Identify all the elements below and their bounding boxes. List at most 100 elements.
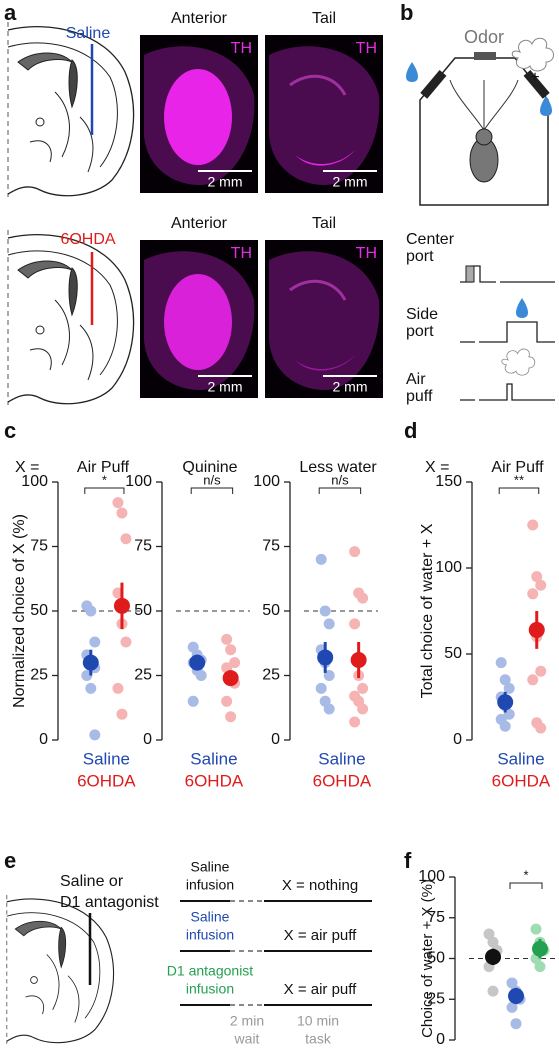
significance-bracket [498,487,540,494]
data-point [531,571,543,583]
water-drop [540,96,552,116]
y-tick-label: 50 [427,950,445,967]
data-point [506,977,518,989]
data-point [357,592,369,604]
y-axis-label: Normalized choice of X (%) [11,514,28,708]
timing-trace [460,321,555,343]
infusion-label: infusion [186,981,234,997]
center-port [474,52,496,60]
cortex-inner [7,250,118,376]
air-puff [511,37,554,72]
panel-label: f [404,848,412,873]
atlas-drawing [7,230,135,405]
data-point [535,665,547,677]
data-point [315,553,327,565]
condition-label: X = nothing [282,877,358,894]
y-tick-label: 25 [427,990,445,1007]
port-label: Air [406,371,426,388]
brain-outline [7,234,135,405]
structure [35,325,45,335]
arrows [449,79,519,131]
data-point [527,674,539,686]
y-tick-label: 0 [271,731,280,748]
data-point [535,579,547,591]
y-tick-label: 50 [444,645,462,662]
significance-label: n/s [331,472,349,487]
scale-label: 2 mm [208,379,243,395]
y-tick-label: 100 [125,473,152,490]
infusion-label: infusion [186,877,234,893]
infusion-label: Saline [191,859,230,875]
mean-point [497,694,514,711]
side-port [523,69,550,99]
significance-bracket [84,487,125,494]
y-tick-label: 100 [418,868,445,885]
timing-trace [460,383,555,401]
mean-point [485,948,501,965]
drug-label: Saline or [60,873,124,890]
y-axis-label: Choice of water + X (%) [419,879,436,1038]
port-label: Side [406,306,438,323]
data-point [120,636,132,648]
mean-point [82,654,99,671]
data-point [349,546,361,558]
significance-label: ** [514,472,524,487]
stain-label: TH [356,40,377,57]
structure [25,954,80,1023]
y-axis-label: Total choice of water + X [419,523,436,698]
port-label: puff [406,388,433,405]
data-point [357,703,369,715]
group-label: 6OHDA [313,771,372,790]
port-label: Center [406,231,455,248]
drug-label: D1 antagonist [60,894,159,911]
group-label: Saline [318,749,365,768]
title-prefix: X = [425,459,449,476]
hippocampus-signal [289,279,347,301]
infusion-label: D1 antagonist [167,963,254,979]
y-tick-label: 0 [436,1031,445,1048]
infusion-label: infusion [186,927,234,943]
scale-label: 2 mm [333,379,368,395]
y-tick-label: 100 [253,473,280,490]
mean-point [113,597,130,614]
cortex-inner [7,42,118,168]
ventricle [58,926,67,969]
condition-label: X = air puff [284,981,358,998]
significance-label: * [102,472,107,487]
atlas-drawing [6,895,115,1044]
data-point [120,533,132,545]
data-point [195,670,207,681]
ventricle [68,59,78,109]
data-point [116,708,128,720]
structure [29,91,94,173]
y-tick-label: 25 [262,667,280,684]
panel-label: d [404,418,417,443]
data-point [89,729,101,741]
side-port [420,69,447,99]
data-point [85,605,97,617]
scale-label: 2 mm [208,174,243,190]
condition-label: X = air puff [284,927,358,944]
panel-label: c [4,418,16,443]
y-tick-label: 75 [134,538,152,555]
section-label: Anterior [171,215,228,232]
chart-title: Less water [299,459,377,476]
port-label: port [406,323,434,340]
chart-title: Air Puff [491,459,544,476]
time-label: 2 min [230,1013,264,1029]
significance-bracket [318,487,362,494]
time-label: task [305,1031,332,1047]
mouse-head [475,128,493,146]
water-drop [406,62,418,82]
data-point [323,703,335,715]
data-point [221,633,233,645]
data-point [357,682,369,694]
data-point [495,657,507,669]
data-point [534,961,546,973]
scale-label: 2 mm [333,174,368,190]
y-tick-label: 150 [435,473,462,490]
y-tick-label: 75 [262,538,280,555]
data-point [499,674,511,686]
stain-label: TH [356,245,377,262]
data-point [349,618,361,630]
